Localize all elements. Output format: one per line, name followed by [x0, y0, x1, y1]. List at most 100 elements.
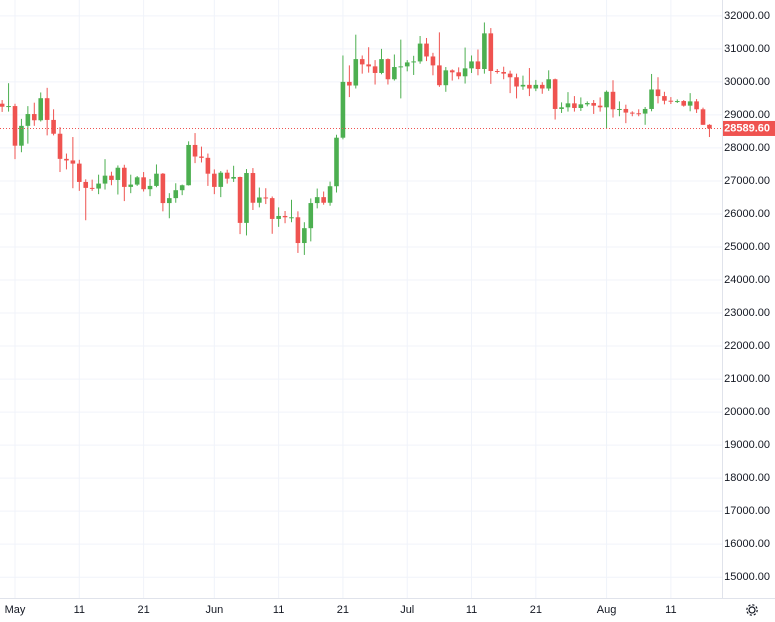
candle-body	[707, 124, 712, 129]
candle-body	[192, 144, 198, 157]
axes: 15000.00 16000.00 17000.00 18000.00 19000.00…	[5, 10, 775, 616]
candle-body	[179, 185, 185, 191]
candle-body	[674, 101, 680, 103]
candle-body	[122, 167, 127, 187]
candle-body	[501, 71, 506, 74]
candle-body	[321, 197, 326, 203]
x-tick-label: 21	[337, 604, 349, 616]
candle-body	[668, 100, 674, 102]
candle-body	[527, 84, 532, 89]
candle-body	[507, 73, 513, 78]
candle-body	[173, 190, 179, 199]
y-tick-label: 30000.00	[724, 76, 770, 88]
candle-body	[546, 79, 551, 89]
candle-body	[398, 66, 404, 68]
candle-body	[392, 67, 397, 80]
candle-body	[224, 172, 230, 179]
candle-body	[102, 175, 108, 184]
y-tick-label: 31000.00	[724, 43, 770, 55]
candle-body	[51, 119, 56, 134]
candle-body	[629, 112, 635, 114]
candle-body	[520, 84, 526, 87]
candle-body	[141, 177, 146, 190]
x-tick-label: 11	[466, 604, 477, 616]
candle-body	[0, 103, 5, 107]
candle-body	[70, 160, 76, 164]
candle-body	[475, 61, 481, 70]
candle-body	[96, 183, 101, 189]
candle-body	[57, 133, 63, 159]
y-tick-label: 19000.00	[724, 439, 770, 451]
candle-body	[578, 104, 584, 108]
y-tick-label: 16000.00	[724, 538, 770, 550]
candle-body	[482, 33, 487, 70]
x-tick-label: Jun	[205, 604, 223, 616]
x-tick-label: May	[5, 604, 26, 616]
candle-body	[514, 77, 519, 87]
price-label-bg	[723, 120, 775, 136]
candle-body	[160, 173, 166, 204]
y-tick-label: 27000.00	[724, 175, 770, 187]
candle-body	[610, 91, 616, 110]
y-tick-label: 15000.00	[724, 571, 770, 583]
x-tick-label: 11	[273, 604, 284, 616]
candle-body	[404, 62, 410, 67]
settings-icon[interactable]	[746, 604, 758, 616]
candle-body	[385, 59, 391, 80]
candle-body	[83, 181, 89, 188]
x-tick-label: 11	[665, 604, 676, 616]
candle-body	[115, 167, 121, 180]
candle-body	[681, 101, 687, 106]
candle-body	[591, 103, 596, 106]
candle-body	[327, 186, 333, 203]
candle-body	[449, 70, 455, 73]
candle-body	[353, 59, 359, 86]
grid	[0, 0, 722, 598]
x-tick-label: Aug	[597, 604, 617, 616]
candle-body	[694, 101, 699, 110]
candle-body	[314, 197, 320, 204]
candle-body	[655, 89, 661, 97]
candle-body	[308, 203, 314, 229]
candle-body	[31, 114, 37, 121]
y-tick-label: 25000.00	[724, 241, 770, 253]
candle-body	[584, 103, 590, 105]
candle-body	[89, 187, 95, 189]
candle-body	[167, 198, 172, 204]
candle-body	[642, 108, 648, 114]
candle-body	[282, 215, 288, 218]
candle-body	[411, 61, 416, 63]
candle-body	[257, 197, 262, 203]
y-tick-label: 17000.00	[724, 505, 770, 517]
y-tick-label: 23000.00	[724, 307, 770, 319]
candle-body	[488, 33, 494, 71]
candle-body	[604, 91, 609, 108]
price-label: 28589.60	[724, 122, 770, 134]
candle-body	[636, 113, 642, 115]
candle-body	[366, 64, 371, 67]
candle-body	[38, 98, 44, 121]
gear-center	[748, 606, 756, 614]
candle-body	[372, 66, 378, 73]
gear-teeth	[746, 604, 758, 616]
candle-body	[128, 184, 134, 187]
candle-body	[533, 84, 539, 89]
candle-body	[44, 98, 50, 120]
y-tick-label: 28000.00	[724, 142, 770, 154]
candle-body	[231, 176, 236, 179]
x-tick-label: 21	[137, 604, 149, 616]
candle-body	[359, 59, 365, 65]
candle-body	[263, 197, 269, 199]
candle-body	[12, 106, 18, 146]
candle-body	[250, 173, 256, 203]
candle-body	[469, 61, 474, 69]
candle-body	[565, 103, 571, 108]
candle-body	[244, 173, 249, 223]
y-tick-label: 32000.00	[724, 10, 770, 22]
candle-body	[430, 56, 436, 66]
candle-body	[276, 215, 281, 219]
candle-body	[456, 72, 461, 77]
candle-body	[237, 176, 243, 223]
